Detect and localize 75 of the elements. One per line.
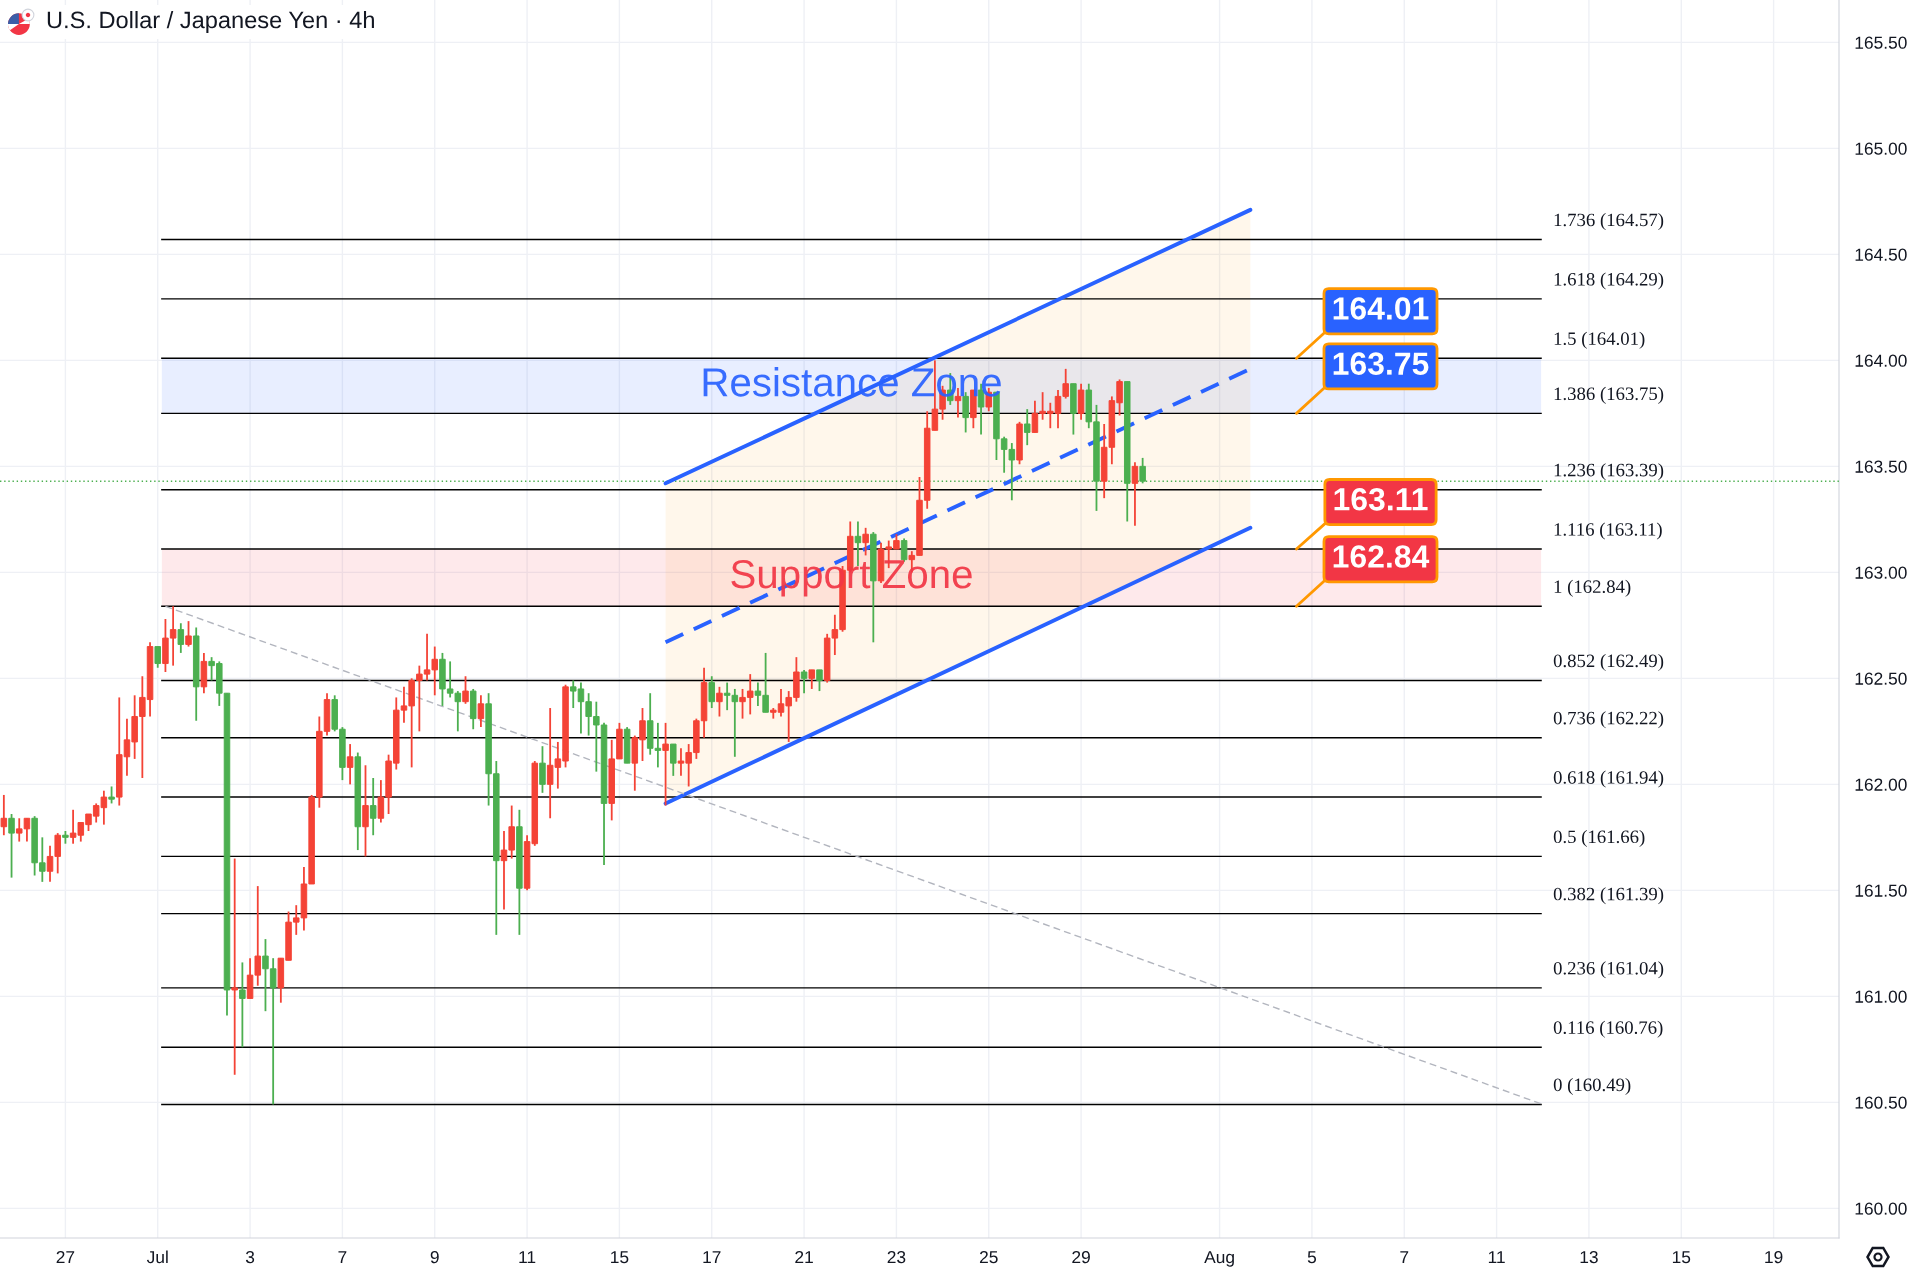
candlestick <box>177 622 185 654</box>
x-tick-label: 21 <box>795 1250 813 1264</box>
candlestick <box>1077 382 1085 421</box>
candlestick <box>662 721 669 807</box>
ref-line-label: 0.382 (161.39) <box>1553 887 1664 905</box>
ref-line-label: 0.236 (161.04) <box>1553 961 1664 979</box>
ref-line-label: 1.386 (163.75) <box>1554 386 1664 404</box>
y-tick-label: 160.00 <box>1855 1202 1907 1215</box>
ref-line-label: 1.116 (163.11) <box>1554 522 1662 540</box>
ref-line-label: 0.5 (161.66) <box>1553 829 1645 847</box>
annotation: 163.11 <box>1334 488 1428 511</box>
x-tick-label: 3 <box>245 1250 255 1264</box>
x-tick-label: 5 <box>1307 1251 1317 1264</box>
candlestick <box>816 668 823 692</box>
y-tick-label: 160.50 <box>1855 1096 1907 1109</box>
candlestick <box>716 685 723 718</box>
ref-line-label: 1.736 (164.57) <box>1554 213 1664 231</box>
x-tick-label: 19 <box>1765 1250 1783 1264</box>
x-tick-label: 15 <box>1672 1251 1691 1264</box>
ref-line-label: 0.736 (162.22) <box>1553 711 1664 729</box>
x-tick-label: 13 <box>1580 1250 1598 1264</box>
candlestick <box>369 777 377 837</box>
y-tick-label: 161.00 <box>1855 990 1907 1003</box>
y-tick-label: 162.00 <box>1855 778 1907 791</box>
x-tick-label: 23 <box>887 1250 906 1264</box>
y-tick-label: 164.00 <box>1855 354 1907 367</box>
y-tick-label: 162.50 <box>1855 672 1907 685</box>
ref-line-label: 0 (160.49) <box>1553 1077 1631 1095</box>
candlestick <box>185 620 192 648</box>
x-tick-label: 25 <box>979 1250 998 1264</box>
candlestick <box>539 745 546 794</box>
x-tick-label: 17 <box>703 1251 721 1264</box>
candlestick <box>477 694 485 729</box>
candlestick <box>154 645 161 669</box>
x-tick-label: 15 <box>611 1251 629 1264</box>
ref-line-label: 1.618 (164.29) <box>1554 272 1664 290</box>
candlestick <box>708 675 716 709</box>
ref-line-label: 0.116 (160.76) <box>1553 1020 1663 1038</box>
x-tick-label: 11 <box>519 1251 536 1264</box>
ref-line-label: 1.5 (164.01) <box>1554 331 1645 349</box>
y-tick-label: 161.50 <box>1855 884 1907 897</box>
candlestick <box>808 668 816 690</box>
candlestick <box>1023 408 1031 447</box>
y-tick-label: 164.50 <box>1855 248 1907 261</box>
candlestick <box>0 794 8 837</box>
ref-line-label: 1 (162.84) <box>1554 579 1631 597</box>
y-tick-label: 163.50 <box>1855 460 1907 473</box>
y-tick-label: 165.00 <box>1855 142 1907 155</box>
x-tick-label: 11 <box>1488 1251 1505 1264</box>
chart-title: U.S. Dollar / Japanese Yen · 4h <box>47 11 374 34</box>
candlestick <box>362 764 369 858</box>
annotation: 164.01 <box>1333 297 1429 320</box>
x-tick-label: 7 <box>338 1251 347 1264</box>
candlestick <box>231 857 238 1076</box>
x-tick-label: Jul <box>146 1250 168 1264</box>
ref-line-label: 0.852 (162.49) <box>1553 653 1664 671</box>
y-tick-label: 163.00 <box>1855 566 1907 579</box>
candlestick <box>239 961 246 1049</box>
candlestick <box>862 526 869 557</box>
candlestick <box>346 743 354 786</box>
x-tick-label: 9 <box>430 1250 439 1264</box>
annotation: 162.84 <box>1333 545 1430 568</box>
x-tick-label: 27 <box>56 1250 75 1264</box>
x-tick-label: 7 <box>1400 1251 1409 1264</box>
y-tick-label: 165.50 <box>1855 36 1907 49</box>
ref-line-label: 1.236 (163.39) <box>1554 463 1664 481</box>
ref-line-label: 0.618 (161.94) <box>1553 770 1664 788</box>
candlestick <box>1131 461 1139 527</box>
candlestick <box>670 743 677 777</box>
candlestick <box>800 668 808 695</box>
candlestick <box>462 675 469 705</box>
annotation: 163.75 <box>1333 352 1429 375</box>
candlestick <box>8 813 15 879</box>
x-tick-label: Aug <box>1204 1251 1234 1267</box>
x-tick-label: 29 <box>1072 1250 1090 1264</box>
